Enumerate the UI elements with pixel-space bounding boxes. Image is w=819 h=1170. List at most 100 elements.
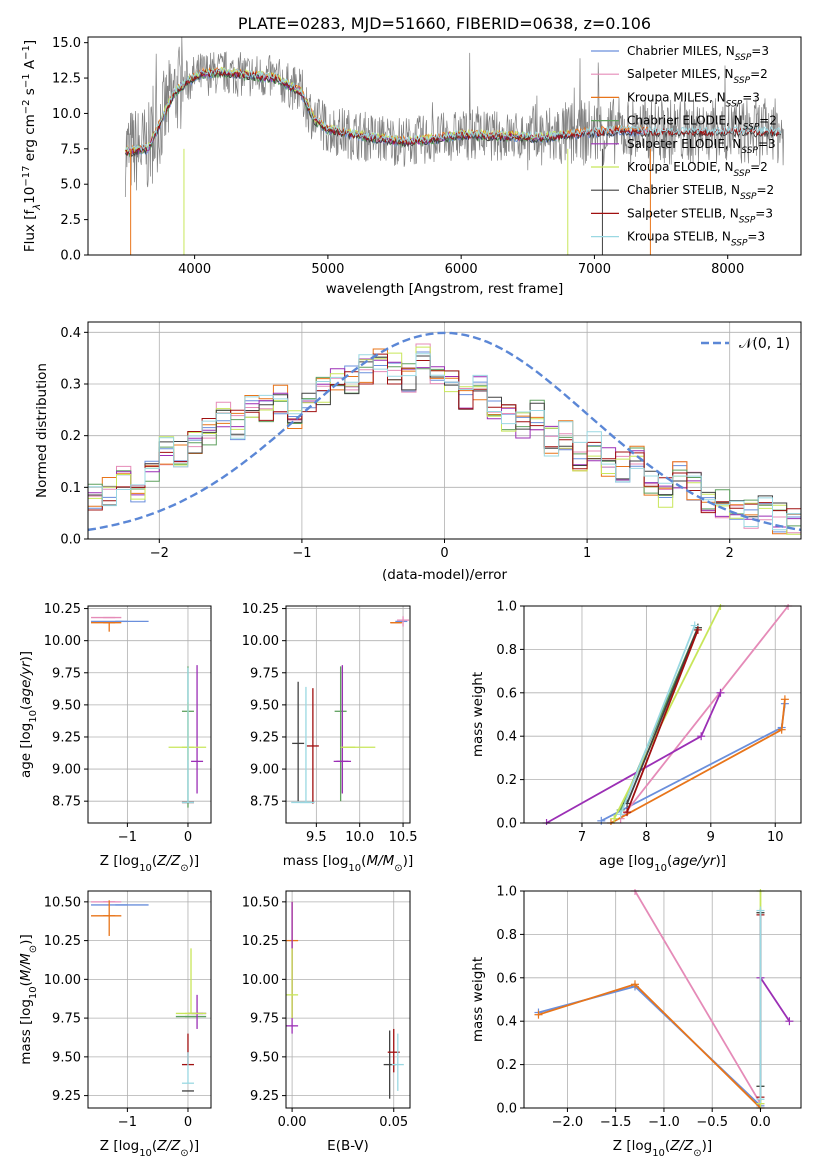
y-tick-label: 0.6 [496, 971, 517, 986]
x-tick-label: 5000 [311, 262, 344, 277]
weight-marker-kroupa-stelib [690, 621, 699, 630]
x-tick-label: 0 [184, 1115, 192, 1130]
x-tick-label: −0.5 [696, 1115, 728, 1130]
x-tick-label: −2 [150, 546, 169, 561]
x-tick-label: 0.05 [379, 1115, 408, 1130]
y-tick-label: 10.00 [44, 973, 81, 988]
x-tick-label: −1.5 [600, 1115, 632, 1130]
y-tick-label: 9.25 [250, 730, 279, 745]
errorbar-point-kroupa-elodie [286, 948, 299, 1019]
errorbar-point-kroupa-stelib [181, 667, 194, 804]
weight-marker-kroupa-miles [534, 1010, 543, 1019]
y-tick-label: 0.8 [496, 928, 517, 943]
y-tick-label: 0.4 [496, 1015, 517, 1030]
errorbar-point-kroupa-stelib [181, 1052, 194, 1084]
weight-vs-age-panel: 7 8 9 10 0.0 0.2 0.4 0.6 0.8 1.0 age [log10(age/yr… [470, 600, 802, 874]
y-tick-label: 15.0 [52, 36, 81, 51]
y-tick-label: 7.5 [60, 142, 81, 157]
y-tick-label: 10.50 [242, 895, 279, 910]
y-tick-label: 9.50 [250, 698, 279, 713]
y-tick-label: 0.2 [496, 1058, 517, 1073]
weight-marker-salpeter-stelib [623, 808, 632, 817]
y-tick-label: 9.25 [250, 1089, 279, 1104]
y-tick-label: 0.0 [496, 817, 517, 832]
y-axis-label: mass [log10(M/M⊙)] [18, 934, 39, 1064]
legend-entry: Chabrier ELODIE, NSSP=2 [627, 114, 777, 133]
legend-entry: Salpeter STELIB, NSSP=3 [627, 206, 773, 225]
y-axis-label: mass weight [470, 672, 486, 757]
plot-frame [87, 890, 212, 1109]
weight-line-chabrier-stelib [626, 627, 699, 804]
x-tick-label: −1 [292, 546, 311, 561]
x-tick-label: 7000 [578, 262, 611, 277]
y-tick-label: 9.50 [52, 1050, 81, 1065]
x-tick-label: 8000 [711, 262, 744, 277]
y-tick-label: 9.75 [250, 666, 279, 681]
y-tick-label: 0.2 [60, 429, 81, 444]
errorbar-point-chabrier-elodie [334, 666, 347, 802]
x-tick-label: 0.00 [278, 1115, 307, 1130]
y-tick-label: 2.5 [60, 213, 81, 228]
y-tick-label: 9.50 [52, 698, 81, 713]
y-axis-label: mass weight [470, 957, 486, 1042]
mass-vs-ebv-panel: 0.00 0.05 9.25 9.50 9.75 10.00 10.25 10.50 E(B-V… [242, 890, 411, 1154]
x-axis-label: age [log10(age/yr)] [599, 853, 726, 874]
y-tick-label: 0.8 [496, 643, 517, 658]
y-tick-label: 0.1 [60, 481, 81, 496]
y-tick-label: 1.0 [496, 885, 517, 900]
legend-entry: Chabrier STELIB, NSSP=2 [627, 183, 774, 202]
model-spectrum-salpeter-stelib [125, 68, 782, 157]
plot-frame [523, 890, 802, 1109]
y-tick-label: 0.4 [60, 326, 81, 341]
y-tick-label: 9.75 [52, 1012, 81, 1027]
y-tick-label: 8.75 [250, 795, 279, 810]
errorbar-point-kroupa-miles [91, 900, 122, 936]
y-tick-label: 10.00 [242, 634, 279, 649]
plot-frame [87, 36, 802, 256]
weight-marker-salpeter-elodie [697, 732, 706, 741]
weight-marker-salpeter-elodie [785, 1017, 794, 1026]
y-axis-label: Normed distribution [34, 363, 50, 498]
model-spectrum-kroupa-stelib [125, 67, 782, 154]
x-tick-label: −2.0 [552, 1115, 584, 1130]
x-axis-label: (data-model)/error [382, 567, 508, 583]
legend-entry: Salpeter MILES, NSSP=2 [627, 67, 768, 86]
y-tick-label: 5.0 [60, 178, 81, 193]
x-tick-label: −1 [118, 1115, 137, 1130]
y-axis-label: Flux [fλ10−17 erg cm−2 s−1 A−1] [21, 40, 43, 252]
legend-entry: Salpeter ELODIE, NSSP=3 [627, 137, 776, 156]
legend-entry: Kroupa STELIB, NSSP=3 [627, 230, 765, 249]
weight-marker-kroupa-miles [780, 695, 789, 704]
weight-line-salpeter-miles [619, 605, 789, 820]
y-tick-label: 0.0 [60, 249, 81, 264]
legend-entry: Kroupa ELODIE, NSSP=2 [627, 160, 768, 179]
x-tick-label: 0 [440, 546, 448, 561]
x-axis-label: Z [log10(Z/Z⊙)] [100, 1138, 199, 1159]
x-tick-label: −1 [118, 830, 137, 845]
errorbar-point-salpeter-elodie [333, 665, 352, 794]
age-vs-Z-panel: −1 0 8.75 9.00 9.25 9.50 9.75 10.00 10.25 Z [log1… [18, 602, 212, 874]
y-tick-label: 9.00 [52, 763, 81, 778]
errorbar-point-salpeter-elodie [191, 665, 204, 794]
plot-frame [87, 605, 212, 824]
y-tick-label: 0.0 [60, 533, 81, 548]
histogram-kroupa-stelib [88, 353, 801, 531]
weight-marker-kroupa-stelib [756, 906, 765, 915]
x-axis-label: Z [log10(Z/Z⊙)] [613, 1138, 712, 1159]
y-tick-label: 9.00 [250, 763, 279, 778]
errorbar-point-kroupa-miles [91, 622, 122, 632]
y-tick-label: 10.0 [52, 107, 81, 122]
y-tick-label: 12.5 [52, 72, 81, 87]
x-tick-label: 10 [767, 830, 784, 845]
legend-entry: Kroupa MILES, NSSP=3 [627, 90, 760, 109]
legend-entry: Chabrier MILES, NSSP=3 [627, 44, 769, 63]
y-tick-label: 9.25 [52, 730, 81, 745]
y-tick-label: 0.2 [496, 773, 517, 788]
x-axis-label: wavelength [Angstrom, rest frame] [326, 281, 564, 297]
errorbar-point-salpeter-miles [397, 616, 410, 627]
y-tick-label: 10.00 [242, 973, 279, 988]
y-tick-label: 0.0 [496, 1102, 517, 1117]
y-tick-label: 1.0 [496, 600, 517, 615]
errorbar-point-chabrier-stelib [292, 681, 305, 802]
histogram-salpeter-stelib [88, 353, 801, 514]
